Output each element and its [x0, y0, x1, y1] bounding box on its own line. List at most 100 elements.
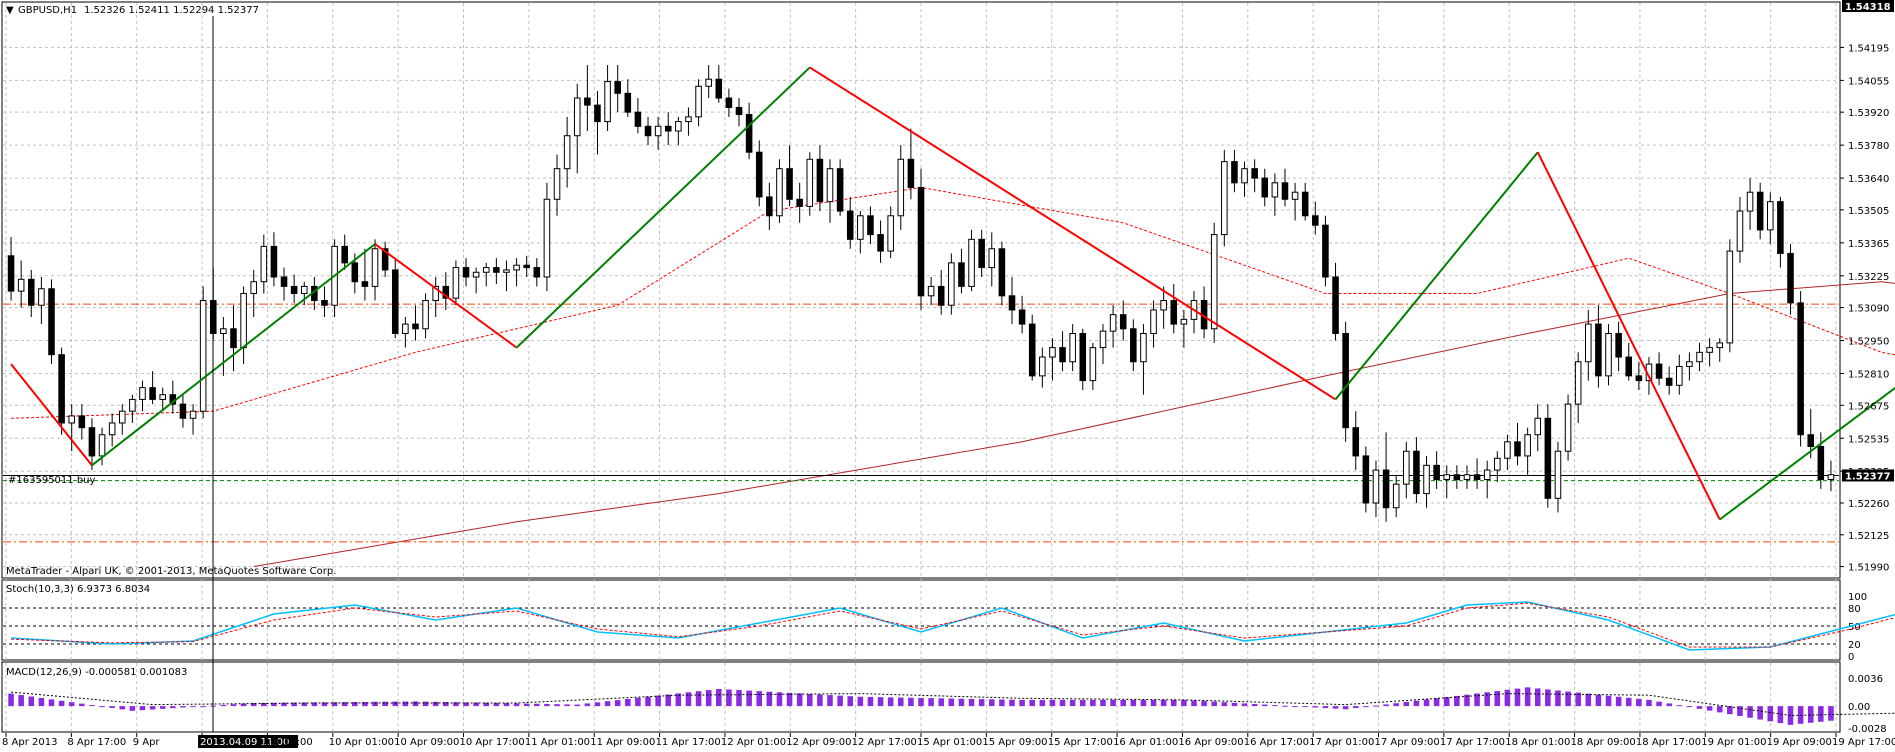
macd-histogram-bar: [1373, 705, 1379, 707]
candle-body: [705, 78, 712, 87]
macd-histogram-bar: [796, 693, 803, 707]
macd-histogram-bar: [1231, 702, 1238, 707]
macd-histogram-bar: [453, 702, 459, 707]
candle-body: [351, 262, 359, 283]
price-tick-label: 1.53920: [1848, 108, 1889, 119]
macd-histogram-bar: [301, 702, 308, 707]
candle-body: [422, 300, 429, 330]
macd-histogram-bar: [402, 701, 409, 707]
price-axis: 1.54195 1.54055 1.53920 1.53780 1.53640 1.535…: [1840, 43, 1894, 574]
macd-histogram-bar: [68, 702, 75, 707]
macd-histogram-bar: [1696, 706, 1703, 709]
candle-body: [1150, 309, 1157, 334]
macd-histogram-bar: [695, 691, 702, 707]
stoch-title: Stoch(10,3,3) 6.9373 6.8034: [6, 584, 150, 595]
zigzag-segment: [10, 363, 93, 466]
collapse-triangle-icon[interactable]: ▼: [6, 5, 14, 16]
macd-histogram-bar: [1807, 706, 1814, 723]
candle-body: [594, 104, 601, 123]
time-tick-label: 11 Apr 01:00: [525, 737, 590, 748]
candle-body: [553, 168, 561, 200]
macd-histogram-bar: [1302, 706, 1308, 708]
price-tick-label: 1.54055: [1848, 76, 1889, 87]
time-tick-label: 18 Apr 17:00: [1636, 737, 1701, 748]
macd-histogram-bar: [1565, 691, 1571, 707]
macd-histogram-bar: [1413, 700, 1420, 707]
current-price-box: [1842, 469, 1894, 482]
order-label[interactable]: #163595011 buy: [8, 475, 96, 486]
macd-histogram-bar: [1747, 706, 1753, 718]
candle-body: [1676, 365, 1683, 386]
time-tick-label: 8 Apr 17:00: [67, 737, 126, 748]
candle-body: [1322, 224, 1329, 278]
macd-histogram-bar: [1140, 699, 1147, 707]
candle-body: [472, 271, 480, 278]
candle-body: [270, 245, 278, 278]
macd-histogram-bar: [271, 702, 277, 707]
macd-histogram-bar: [119, 706, 126, 710]
time-tick-label: 19 Apr 17:00: [1832, 737, 1895, 748]
macd-tick-label: 0.0036: [1848, 674, 1883, 685]
macd-histogram-bar: [1524, 687, 1531, 707]
candle-body: [1423, 464, 1430, 495]
macd-histogram-bar: [432, 701, 439, 707]
macd-histogram-bar: [655, 695, 661, 707]
macd-histogram-bar: [716, 688, 722, 707]
macd-histogram-bar: [1312, 706, 1319, 708]
macd-histogram-bar: [1352, 706, 1359, 709]
macd-histogram-bar: [1090, 699, 1096, 707]
candle-body: [715, 78, 723, 99]
macd-histogram-bar: [58, 700, 65, 707]
candle-body: [968, 238, 975, 287]
candle-body: [887, 215, 894, 252]
macd-histogram-bar: [1009, 699, 1015, 707]
candle-body: [948, 262, 955, 306]
macd-histogram-bar: [534, 703, 540, 707]
candle-body: [1787, 252, 1794, 304]
candle-body: [149, 387, 156, 400]
macd-histogram-bar: [28, 696, 35, 707]
macd-histogram-bar: [382, 701, 388, 707]
macd-histogram-bar: [594, 702, 601, 707]
candle-body: [1261, 177, 1269, 198]
candle-body: [1382, 469, 1390, 509]
candle-body: [766, 196, 773, 217]
macd-histogram-bar: [250, 703, 257, 707]
macd-histogram-bar: [149, 706, 156, 710]
time-tick-label: 16 Apr 09:00: [1178, 737, 1243, 748]
macd-histogram-bar: [1777, 706, 1784, 724]
macd-histogram-bar: [847, 696, 854, 707]
candle-body: [1655, 363, 1663, 379]
time-tick-label: 19 Apr 01:00: [1701, 737, 1766, 748]
time-axis: 8 Apr 2013 8 Apr 17:00 9 Apr 2013.04.09 11:…: [2, 733, 1895, 748]
candle-body: [533, 267, 541, 278]
price-tick-label: 1.52125: [1848, 531, 1889, 542]
macd-histogram-bar: [180, 706, 186, 708]
candle-body: [1635, 375, 1643, 382]
macd-histogram-bar: [887, 697, 894, 707]
macd-histogram-bar: [1332, 706, 1339, 709]
candle-body: [38, 288, 45, 306]
candle-body: [1514, 441, 1521, 457]
candle-body: [280, 276, 288, 287]
macd-histogram-bar: [1433, 698, 1440, 707]
time-tick-label: 19 Apr 09:00: [1767, 737, 1832, 748]
candle-body: [1210, 234, 1218, 330]
macd-histogram-bar: [766, 691, 773, 707]
macd-histogram-bar: [230, 704, 237, 707]
macd-histogram-bar: [675, 693, 682, 707]
macd-histogram-bar: [261, 702, 267, 707]
candle-body: [1312, 215, 1319, 226]
price-tick-label: 1.53365: [1848, 239, 1889, 250]
candle-body: [745, 114, 753, 153]
candle-body: [675, 121, 682, 132]
macd-histogram-bar: [1039, 699, 1046, 707]
macd-histogram-bar: [1666, 703, 1672, 707]
macd-histogram-bar: [1383, 704, 1389, 707]
macd-histogram-bar: [999, 699, 1005, 707]
candle-body: [391, 269, 399, 334]
macd-histogram-bar: [281, 702, 287, 707]
macd-histogram-bar: [1575, 692, 1581, 707]
